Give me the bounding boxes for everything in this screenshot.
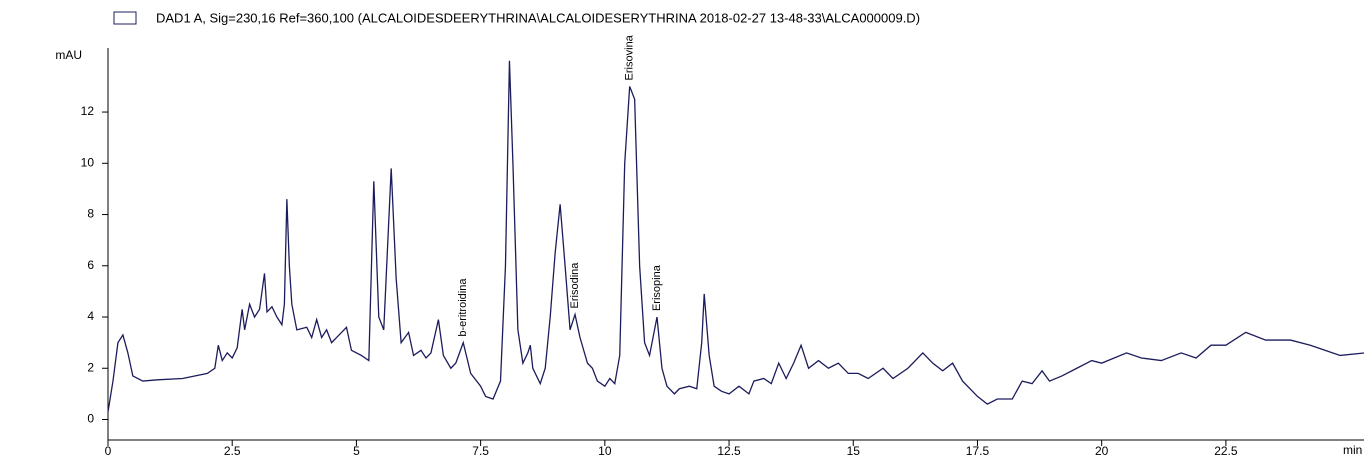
x-tick-label: 20 [1095,444,1109,458]
x-tick-label: 15 [847,444,861,458]
x-tick-label: 5 [353,444,360,458]
y-tick-label: 8 [87,207,94,221]
y-axis-label: mAU [55,48,82,62]
x-axis-label: min [1343,443,1362,457]
legend-label: DAD1 A, Sig=230,16 Ref=360,100 (ALCALOID… [156,10,920,25]
y-tick-label: 6 [87,258,94,272]
x-tick-label: 7.5 [472,444,489,458]
peak-label: b-eritroidina [457,278,469,337]
legend-swatch [113,11,137,25]
peak-label: Erisopina [651,264,663,311]
series-line [107,60,1364,412]
x-tick-label: 22.5 [1214,444,1238,458]
y-tick-label: 0 [87,412,94,426]
x-tick-label: 0 [105,444,112,458]
peak-label: Erisodina [569,262,581,309]
x-tick-label: 12.5 [717,444,741,458]
y-tick-label: 10 [81,155,95,169]
y-tick-label: 12 [81,104,95,118]
peak-label: Erisovina [624,34,636,80]
x-tick-label: 2.5 [224,444,241,458]
x-tick-label: 17.5 [966,444,990,458]
x-tick-label: 10 [598,444,612,458]
y-tick-label: 2 [87,360,94,374]
y-tick-label: 4 [87,309,94,323]
